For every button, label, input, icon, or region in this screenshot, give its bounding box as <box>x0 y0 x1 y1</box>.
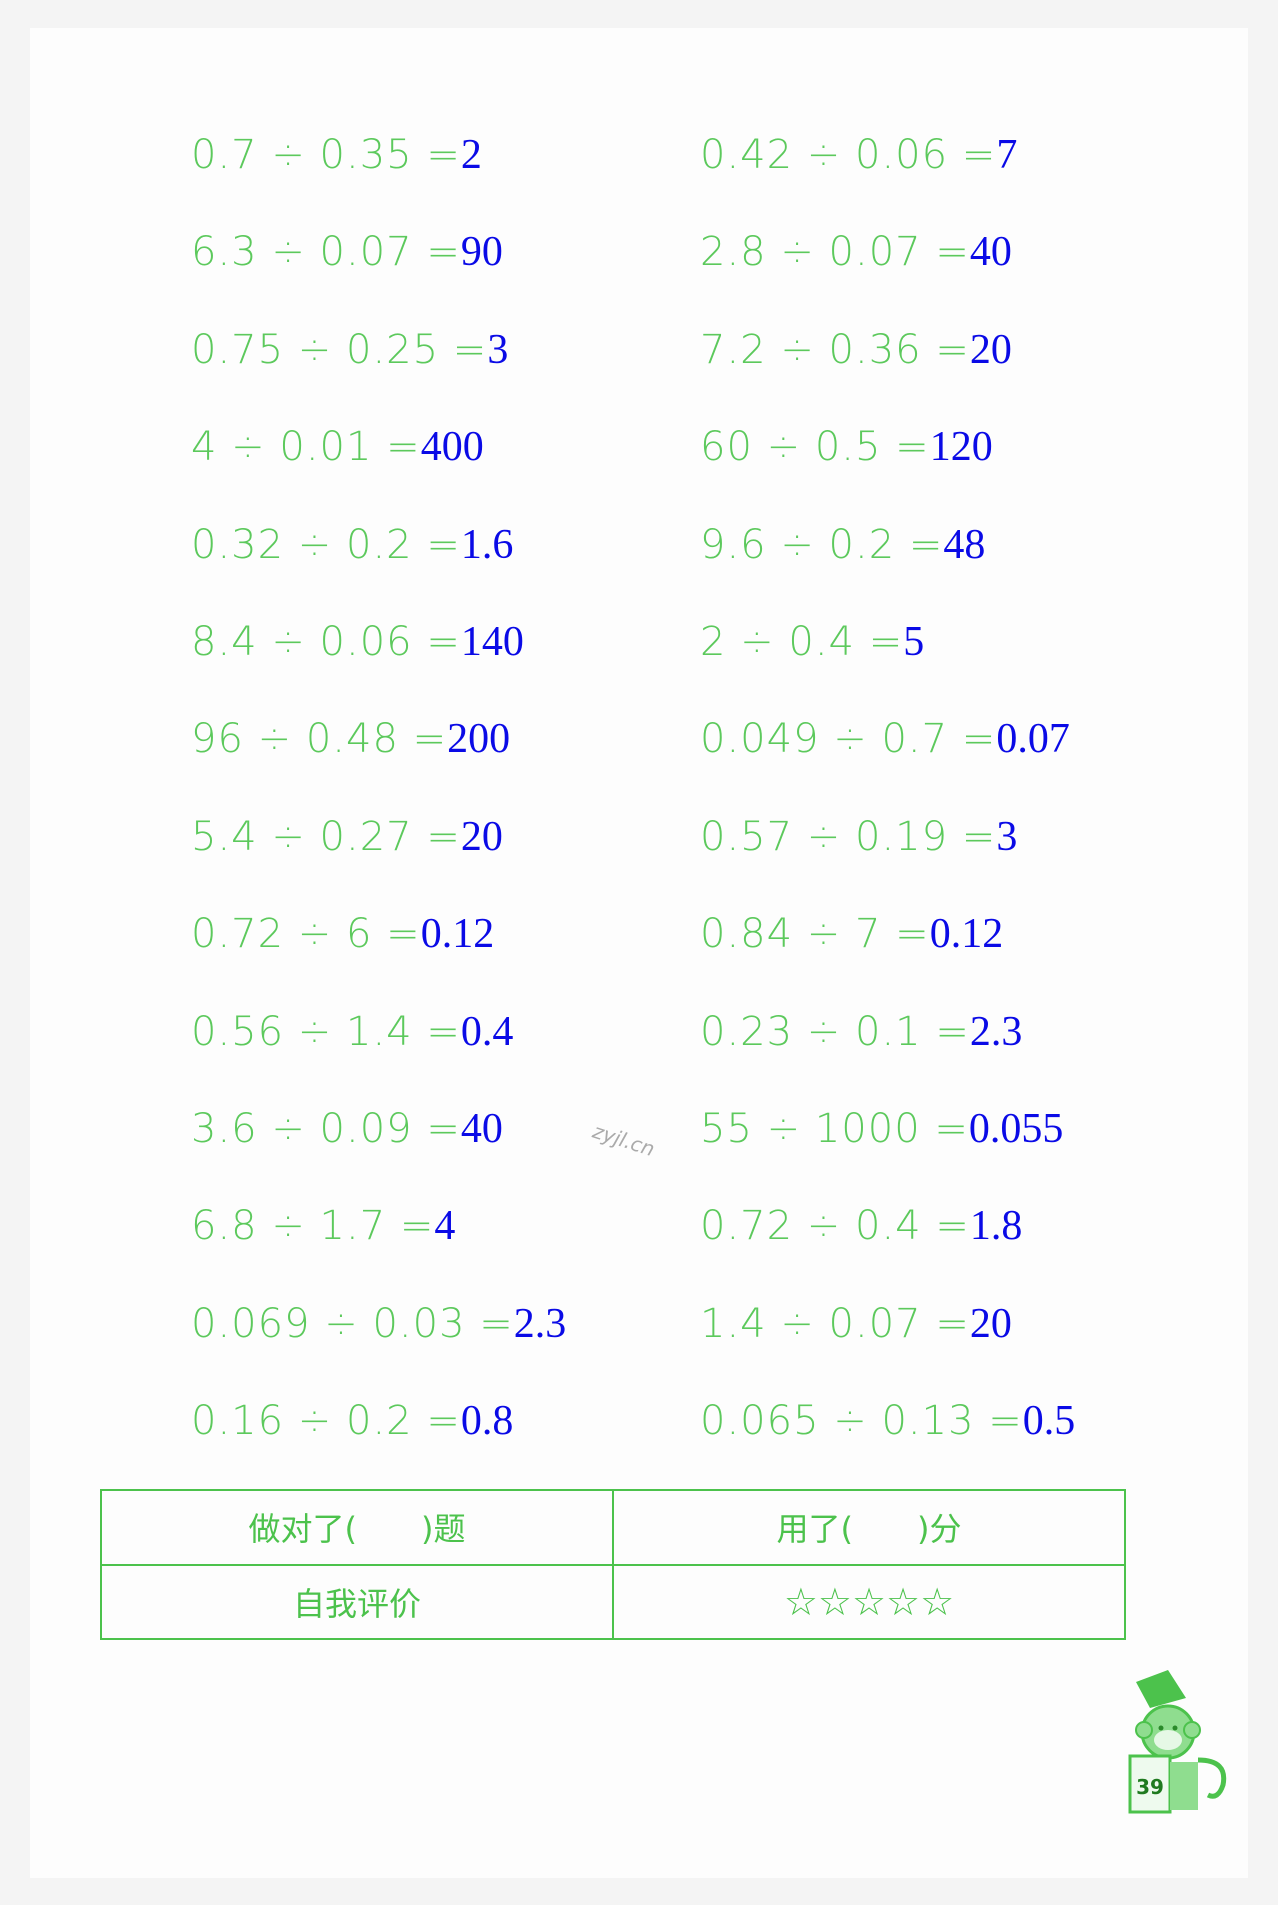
equation: 6.3 ÷ 0.07 =90 <box>191 231 503 273</box>
equation: 0.065 ÷ 0.13 =0.5 <box>700 1400 1075 1442</box>
score-table: 做对了( )题 用了( )分 自我评价 ☆☆☆☆☆ <box>100 1489 1126 1640</box>
equation-answer: 0.07 <box>996 716 1070 763</box>
equation-question: 60 ÷ 0.5 = <box>700 424 930 471</box>
equation: 0.069 ÷ 0.03 =2.3 <box>191 1303 566 1345</box>
equation-answer: 3 <box>487 326 509 373</box>
equation-question: 0.16 ÷ 0.2 = <box>191 1398 461 1445</box>
equation-question: 0.069 ÷ 0.03 = <box>191 1300 514 1347</box>
equation-answer: 40 <box>969 229 1012 276</box>
equation: 96 ÷ 0.48 =200 <box>191 718 510 760</box>
equation: 0.16 ÷ 0.2 =0.8 <box>191 1400 513 1442</box>
time-used-cell: 用了( )分 <box>612 1489 1126 1566</box>
correct-count-cell: 做对了( )题 <box>100 1489 614 1566</box>
equation-answer: 48 <box>943 521 986 568</box>
equation-answer: 0.12 <box>929 911 1004 958</box>
equation-question: 0.75 ÷ 0.25 = <box>191 326 488 373</box>
equation-question: 55 ÷ 1000 = <box>700 1106 969 1152</box>
equation: 0.049 ÷ 0.7 =0.07 <box>700 718 1070 760</box>
equation-answer: 20 <box>460 813 503 860</box>
equation-answer: 3 <box>996 813 1018 860</box>
equation-answer: 1.6 <box>460 521 514 568</box>
equation: 60 ÷ 0.5 =120 <box>700 426 993 468</box>
equation-answer: 400 <box>420 424 484 471</box>
equation-answer: 7 <box>996 132 1018 178</box>
equation-answer: 0.4 <box>460 1008 514 1055</box>
self-eval-label: 自我评价 <box>100 1563 614 1640</box>
equation: 6.8 ÷ 1.7 =4 <box>191 1205 455 1247</box>
equation-question: 0.049 ÷ 0.7 = <box>700 716 997 763</box>
equation-answer: 0.055 <box>968 1106 1064 1152</box>
equation-answer: 40 <box>460 1106 503 1152</box>
equation: 0.56 ÷ 1.4 =0.4 <box>191 1011 513 1053</box>
equation: 3.6 ÷ 0.09 =40 <box>191 1108 503 1150</box>
equation: 0.57 ÷ 0.19 =3 <box>700 816 1017 858</box>
equation-answer: 20 <box>969 326 1012 373</box>
equation-question: 7.2 ÷ 0.36 = <box>700 326 970 373</box>
equation-answer: 2.3 <box>969 1008 1023 1055</box>
equation-question: 0.84 ÷ 7 = <box>700 911 930 958</box>
equation-answer: 5 <box>903 619 925 665</box>
equation-answer: 90 <box>460 229 503 276</box>
equation-question: 0.32 ÷ 0.2 = <box>191 521 461 568</box>
equation-question: 5.4 ÷ 0.27 = <box>191 813 461 860</box>
equation-question: 0.42 ÷ 0.06 = <box>700 132 997 178</box>
equation: 1.4 ÷ 0.07 =20 <box>700 1303 1012 1345</box>
equation: 0.72 ÷ 0.4 =1.8 <box>700 1205 1022 1247</box>
equation-answer: 0.8 <box>460 1398 514 1445</box>
equation-question: 0.72 ÷ 0.4 = <box>700 1203 970 1250</box>
equation-answer: 120 <box>929 424 993 471</box>
equation-question: 96 ÷ 0.48 = <box>191 716 448 763</box>
equation-answer: 2 <box>460 132 482 178</box>
equation-question: 9.6 ÷ 0.2 = <box>700 521 944 568</box>
equation-question: 2.8 ÷ 0.07 = <box>700 229 970 276</box>
equation-answer: 200 <box>447 716 511 763</box>
equation-answer: 1.8 <box>969 1203 1023 1250</box>
equation: 7.2 ÷ 0.36 =20 <box>700 329 1012 371</box>
equation-answer: 140 <box>460 619 524 665</box>
page-number: 39 <box>1136 1775 1164 1799</box>
equation: 2.8 ÷ 0.07 =40 <box>700 231 1012 273</box>
equation-question: 0.7 ÷ 0.35 = <box>191 132 461 178</box>
equation-question: 1.4 ÷ 0.07 = <box>700 1300 970 1347</box>
monkey-mascot-icon: 39 <box>1128 1670 1227 1814</box>
equation-answer: 0.5 <box>1022 1398 1076 1445</box>
equation: 0.32 ÷ 0.2 =1.6 <box>191 524 513 566</box>
equation-answer: 20 <box>969 1300 1012 1347</box>
equation-question: 0.065 ÷ 0.13 = <box>700 1398 1023 1445</box>
equation-question: 0.23 ÷ 0.1 = <box>700 1008 970 1055</box>
equation: 2 ÷ 0.4 =5 <box>700 621 924 663</box>
equation: 55 ÷ 1000 =0.055 <box>700 1108 1063 1150</box>
equation: 0.7 ÷ 0.35 =2 <box>191 134 482 176</box>
equation-question: 6.8 ÷ 1.7 = <box>191 1203 435 1250</box>
equation: 0.42 ÷ 0.06 =7 <box>700 134 1017 176</box>
equation-question: 8.4 ÷ 0.06 = <box>191 619 461 665</box>
equation: 0.75 ÷ 0.25 =3 <box>191 329 508 371</box>
equation-question: 0.72 ÷ 6 = <box>191 911 421 958</box>
equation-question: 0.57 ÷ 0.19 = <box>700 813 997 860</box>
equation-question: 6.3 ÷ 0.07 = <box>191 229 461 276</box>
equation-answer: 2.3 <box>513 1300 567 1347</box>
equation-question: 2 ÷ 0.4 = <box>700 619 904 665</box>
equation: 0.84 ÷ 7 =0.12 <box>700 913 1003 955</box>
equation: 8.4 ÷ 0.06 =140 <box>191 621 524 663</box>
equation: 0.23 ÷ 0.1 =2.3 <box>700 1011 1022 1053</box>
equation-answer: 0.12 <box>420 911 495 958</box>
equation-question: 3.6 ÷ 0.09 = <box>191 1106 461 1152</box>
equation: 5.4 ÷ 0.27 =20 <box>191 816 503 858</box>
equation: 4 ÷ 0.01 =400 <box>191 426 484 468</box>
equation-answer: 4 <box>434 1203 456 1250</box>
equation: 9.6 ÷ 0.2 =48 <box>700 524 985 566</box>
star-rating[interactable]: ☆☆☆☆☆ <box>612 1563 1126 1640</box>
equation-question: 0.56 ÷ 1.4 = <box>191 1008 461 1055</box>
equation-question: 4 ÷ 0.01 = <box>191 424 421 471</box>
equation: 0.72 ÷ 6 =0.12 <box>191 913 494 955</box>
